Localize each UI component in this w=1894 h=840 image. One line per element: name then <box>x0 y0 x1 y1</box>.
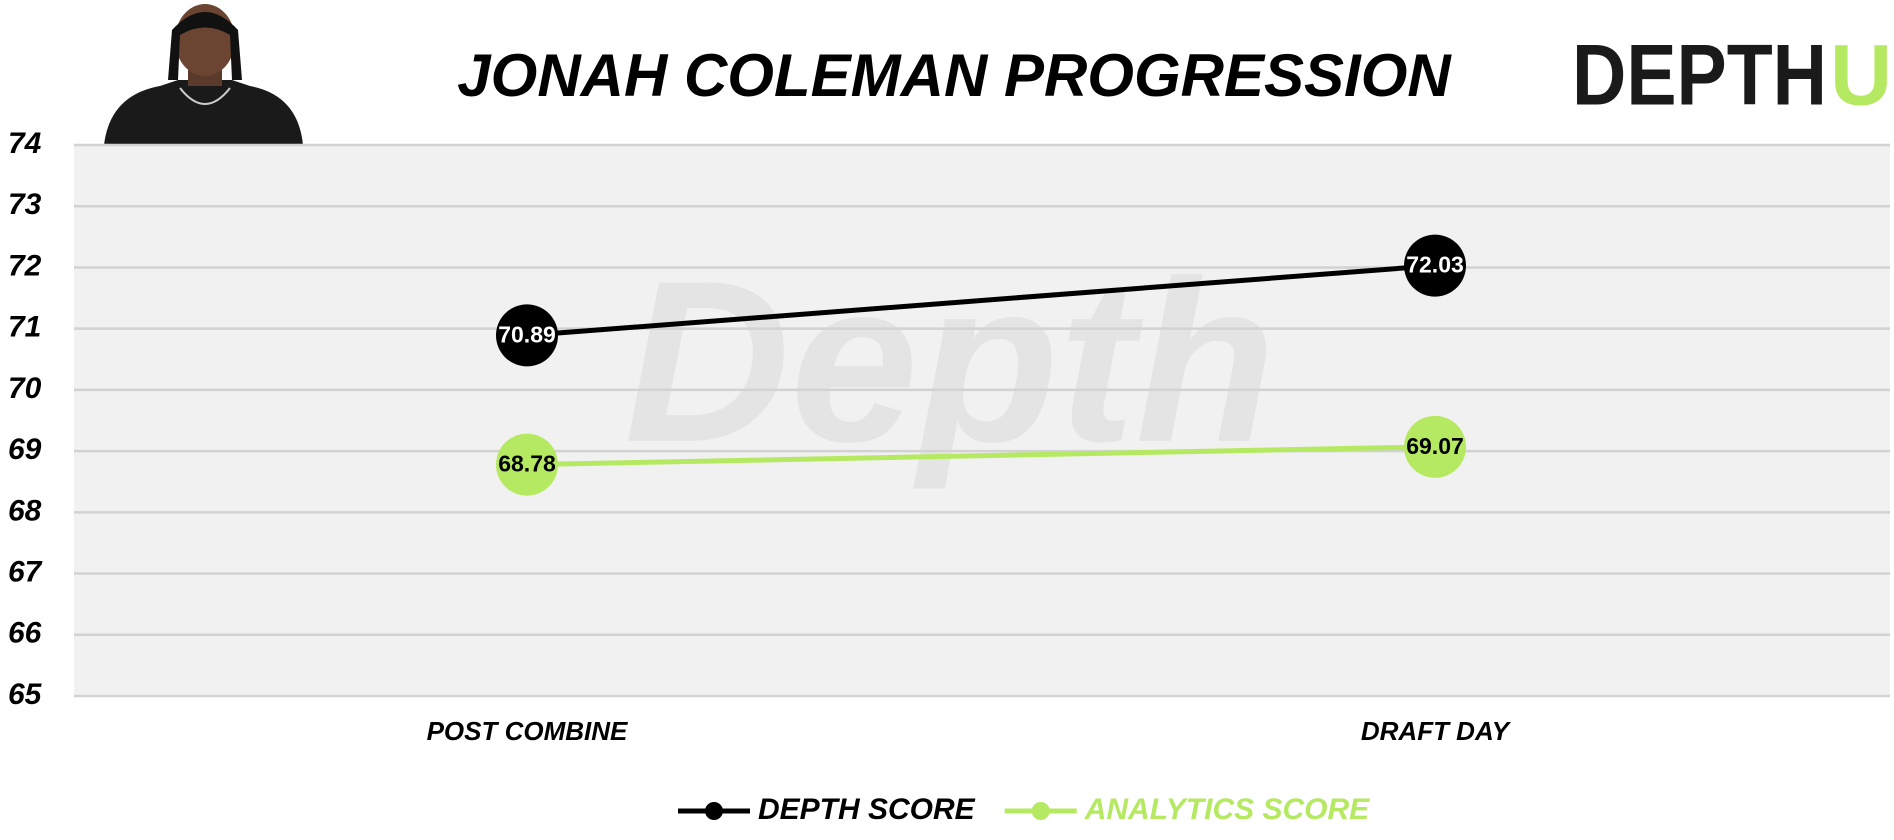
series-line <box>526 263 1436 338</box>
data-label: 69.07 <box>1406 433 1464 459</box>
y-tick-label: 66 <box>8 617 42 650</box>
y-tick-label: 71 <box>8 311 41 344</box>
logo-text: DEPTH <box>1572 28 1827 124</box>
data-point <box>1404 234 1466 297</box>
data-label: 68.78 <box>498 451 556 477</box>
data-point <box>496 433 558 496</box>
y-tick-label: 67 <box>8 555 43 588</box>
y-tick-label: 68 <box>8 494 42 527</box>
logo-accent: U <box>1830 28 1892 124</box>
data-point <box>496 304 558 367</box>
logo: DEPTH U <box>1572 28 1892 124</box>
player-photo <box>104 4 303 145</box>
y-tick-label: 72 <box>8 249 42 282</box>
chart-title: JONAH COLEMAN PROGRESSION <box>457 42 1452 109</box>
data-label: 72.03 <box>1406 252 1464 278</box>
x-tick-label: DRAFT DAY <box>1361 716 1512 746</box>
y-tick-label: 73 <box>8 188 42 221</box>
x-tick-label: POST COMBINE <box>427 716 628 746</box>
data-point <box>1404 415 1466 478</box>
legend-marker <box>1031 802 1050 820</box>
y-tick-label: 74 <box>8 127 42 160</box>
y-tick-label: 65 <box>8 678 43 711</box>
legend-label: ANALYTICS SCORE <box>1084 793 1370 826</box>
legend-label: DEPTH SCORE <box>758 793 976 826</box>
plot-background <box>74 145 1890 696</box>
series-line <box>526 444 1436 468</box>
legend-marker <box>705 802 723 820</box>
watermark: Depth <box>624 233 1276 490</box>
y-tick-label: 69 <box>8 433 42 466</box>
data-label: 70.89 <box>498 321 556 347</box>
y-tick-label: 70 <box>8 372 42 405</box>
